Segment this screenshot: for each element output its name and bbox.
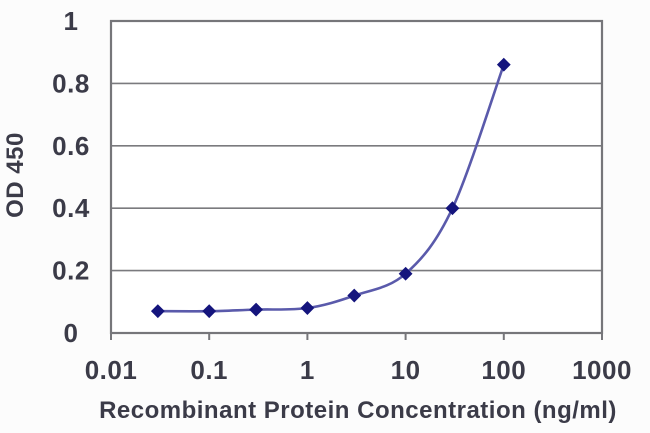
axis-frame [109,19,604,335]
data-point-marker [347,288,362,303]
y-tick-label: 0.2 [52,256,90,286]
data-point-marker [249,302,263,317]
y-tick-label: 0.4 [52,193,90,223]
x-tick-label: 0.01 [85,355,138,385]
x-tick-label: 0.1 [190,355,228,385]
y-tick-label: 0.8 [52,68,90,98]
data-point-marker [202,304,217,319]
plot-background [111,21,602,333]
data-point-marker [445,201,460,216]
x-tick-label: 1 [300,355,315,385]
x-tick-label: 10 [391,355,421,385]
x-tick-label: 1000 [572,355,632,385]
data-point-marker [150,304,165,319]
data-point-marker [398,266,413,281]
y-tick-label: 1 [64,6,79,36]
y-tick-label: 0 [64,318,79,348]
y-axis-title: OD 450 [2,132,29,218]
y-tick-label: 0.6 [52,131,90,161]
x-tick-label: 100 [481,355,526,385]
data-point-marker [300,301,315,315]
data-point-marker [496,57,511,72]
x-axis-title: Recombinant Protein Concentration (ng/ml… [99,397,617,424]
